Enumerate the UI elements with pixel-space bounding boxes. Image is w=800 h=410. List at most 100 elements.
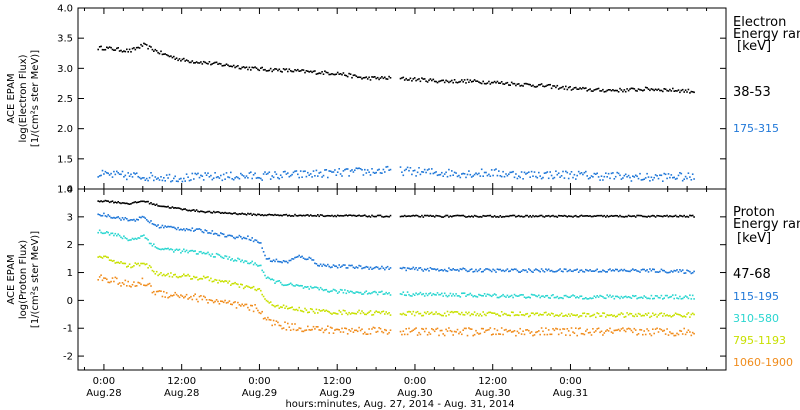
data-point — [672, 315, 674, 317]
data-point — [572, 88, 574, 90]
data-point — [577, 327, 580, 330]
data-point — [386, 165, 389, 168]
data-point — [141, 45, 144, 47]
data-point — [679, 269, 681, 271]
data-point — [168, 225, 171, 228]
data-point — [389, 214, 392, 217]
data-point — [215, 176, 218, 179]
data-point — [319, 171, 322, 174]
data-point — [267, 70, 269, 72]
data-point — [626, 296, 628, 299]
data-point — [572, 314, 574, 316]
data-point — [138, 176, 141, 179]
data-point — [525, 214, 527, 217]
data-point — [151, 48, 154, 51]
data-point — [597, 327, 600, 330]
data-point — [298, 306, 300, 309]
data-point — [123, 176, 125, 178]
data-point — [167, 272, 169, 275]
data-point — [217, 234, 219, 237]
data-point — [596, 312, 598, 314]
data-point — [128, 285, 131, 287]
data-point — [111, 217, 114, 219]
data-point — [425, 292, 427, 295]
data-point — [565, 85, 567, 88]
data-point — [282, 260, 285, 262]
data-point — [100, 274, 102, 276]
data-point — [449, 268, 452, 271]
data-point — [371, 328, 373, 330]
data-point — [519, 294, 521, 296]
data-point — [606, 314, 608, 316]
data-point — [327, 325, 329, 327]
data-point — [247, 68, 249, 71]
data-point — [486, 82, 489, 84]
data-point — [362, 174, 365, 176]
data-point — [555, 314, 557, 316]
data-point — [637, 297, 640, 299]
data-point — [366, 169, 369, 171]
data-point — [518, 83, 520, 85]
data-point — [663, 88, 665, 90]
data-point — [607, 269, 610, 271]
data-point — [332, 332, 335, 334]
data-point — [602, 269, 604, 271]
data-point — [315, 286, 318, 289]
data-point — [691, 214, 694, 217]
data-point — [606, 271, 608, 273]
data-point — [183, 177, 185, 180]
data-point — [309, 70, 312, 73]
data-point — [372, 76, 375, 78]
data-point — [425, 80, 427, 82]
data-point — [674, 178, 677, 180]
data-point — [268, 318, 271, 321]
data-point — [656, 316, 658, 318]
data-point — [356, 214, 359, 217]
data-point — [575, 314, 577, 317]
data-point — [405, 215, 407, 218]
data-point — [173, 226, 175, 229]
data-point — [191, 209, 194, 211]
data-point — [475, 80, 477, 82]
data-point — [489, 175, 492, 177]
data-point — [452, 334, 454, 336]
data-point — [241, 303, 243, 306]
data-point — [448, 294, 450, 297]
data-point — [456, 214, 459, 217]
data-point — [265, 70, 268, 72]
data-point — [327, 176, 329, 179]
data-point — [649, 215, 651, 218]
data-point — [657, 296, 660, 299]
data-point — [506, 268, 509, 270]
data-point — [502, 333, 504, 336]
data-point — [399, 313, 402, 315]
data-point — [379, 327, 382, 330]
data-point — [652, 88, 654, 91]
data-point — [288, 326, 291, 328]
data-point — [649, 333, 651, 335]
data-point — [399, 166, 402, 168]
data-point — [680, 330, 683, 332]
data-point — [110, 216, 112, 219]
data-point — [476, 296, 479, 298]
data-point — [422, 314, 425, 317]
data-point — [221, 211, 224, 214]
data-point — [368, 292, 370, 294]
data-point — [222, 257, 225, 259]
data-point — [144, 43, 147, 45]
data-point — [597, 214, 600, 217]
data-point — [606, 294, 608, 296]
data-point — [416, 334, 419, 336]
data-point — [429, 267, 432, 269]
data-point — [626, 215, 628, 218]
data-point — [299, 70, 302, 72]
data-point — [597, 271, 600, 273]
data-point — [202, 295, 205, 298]
data-point — [612, 269, 614, 271]
y-tick-label: 2 — [67, 240, 73, 251]
data-point — [446, 310, 449, 313]
data-point — [485, 329, 487, 332]
data-point — [177, 59, 179, 62]
data-point — [104, 255, 107, 258]
data-point — [231, 235, 233, 237]
